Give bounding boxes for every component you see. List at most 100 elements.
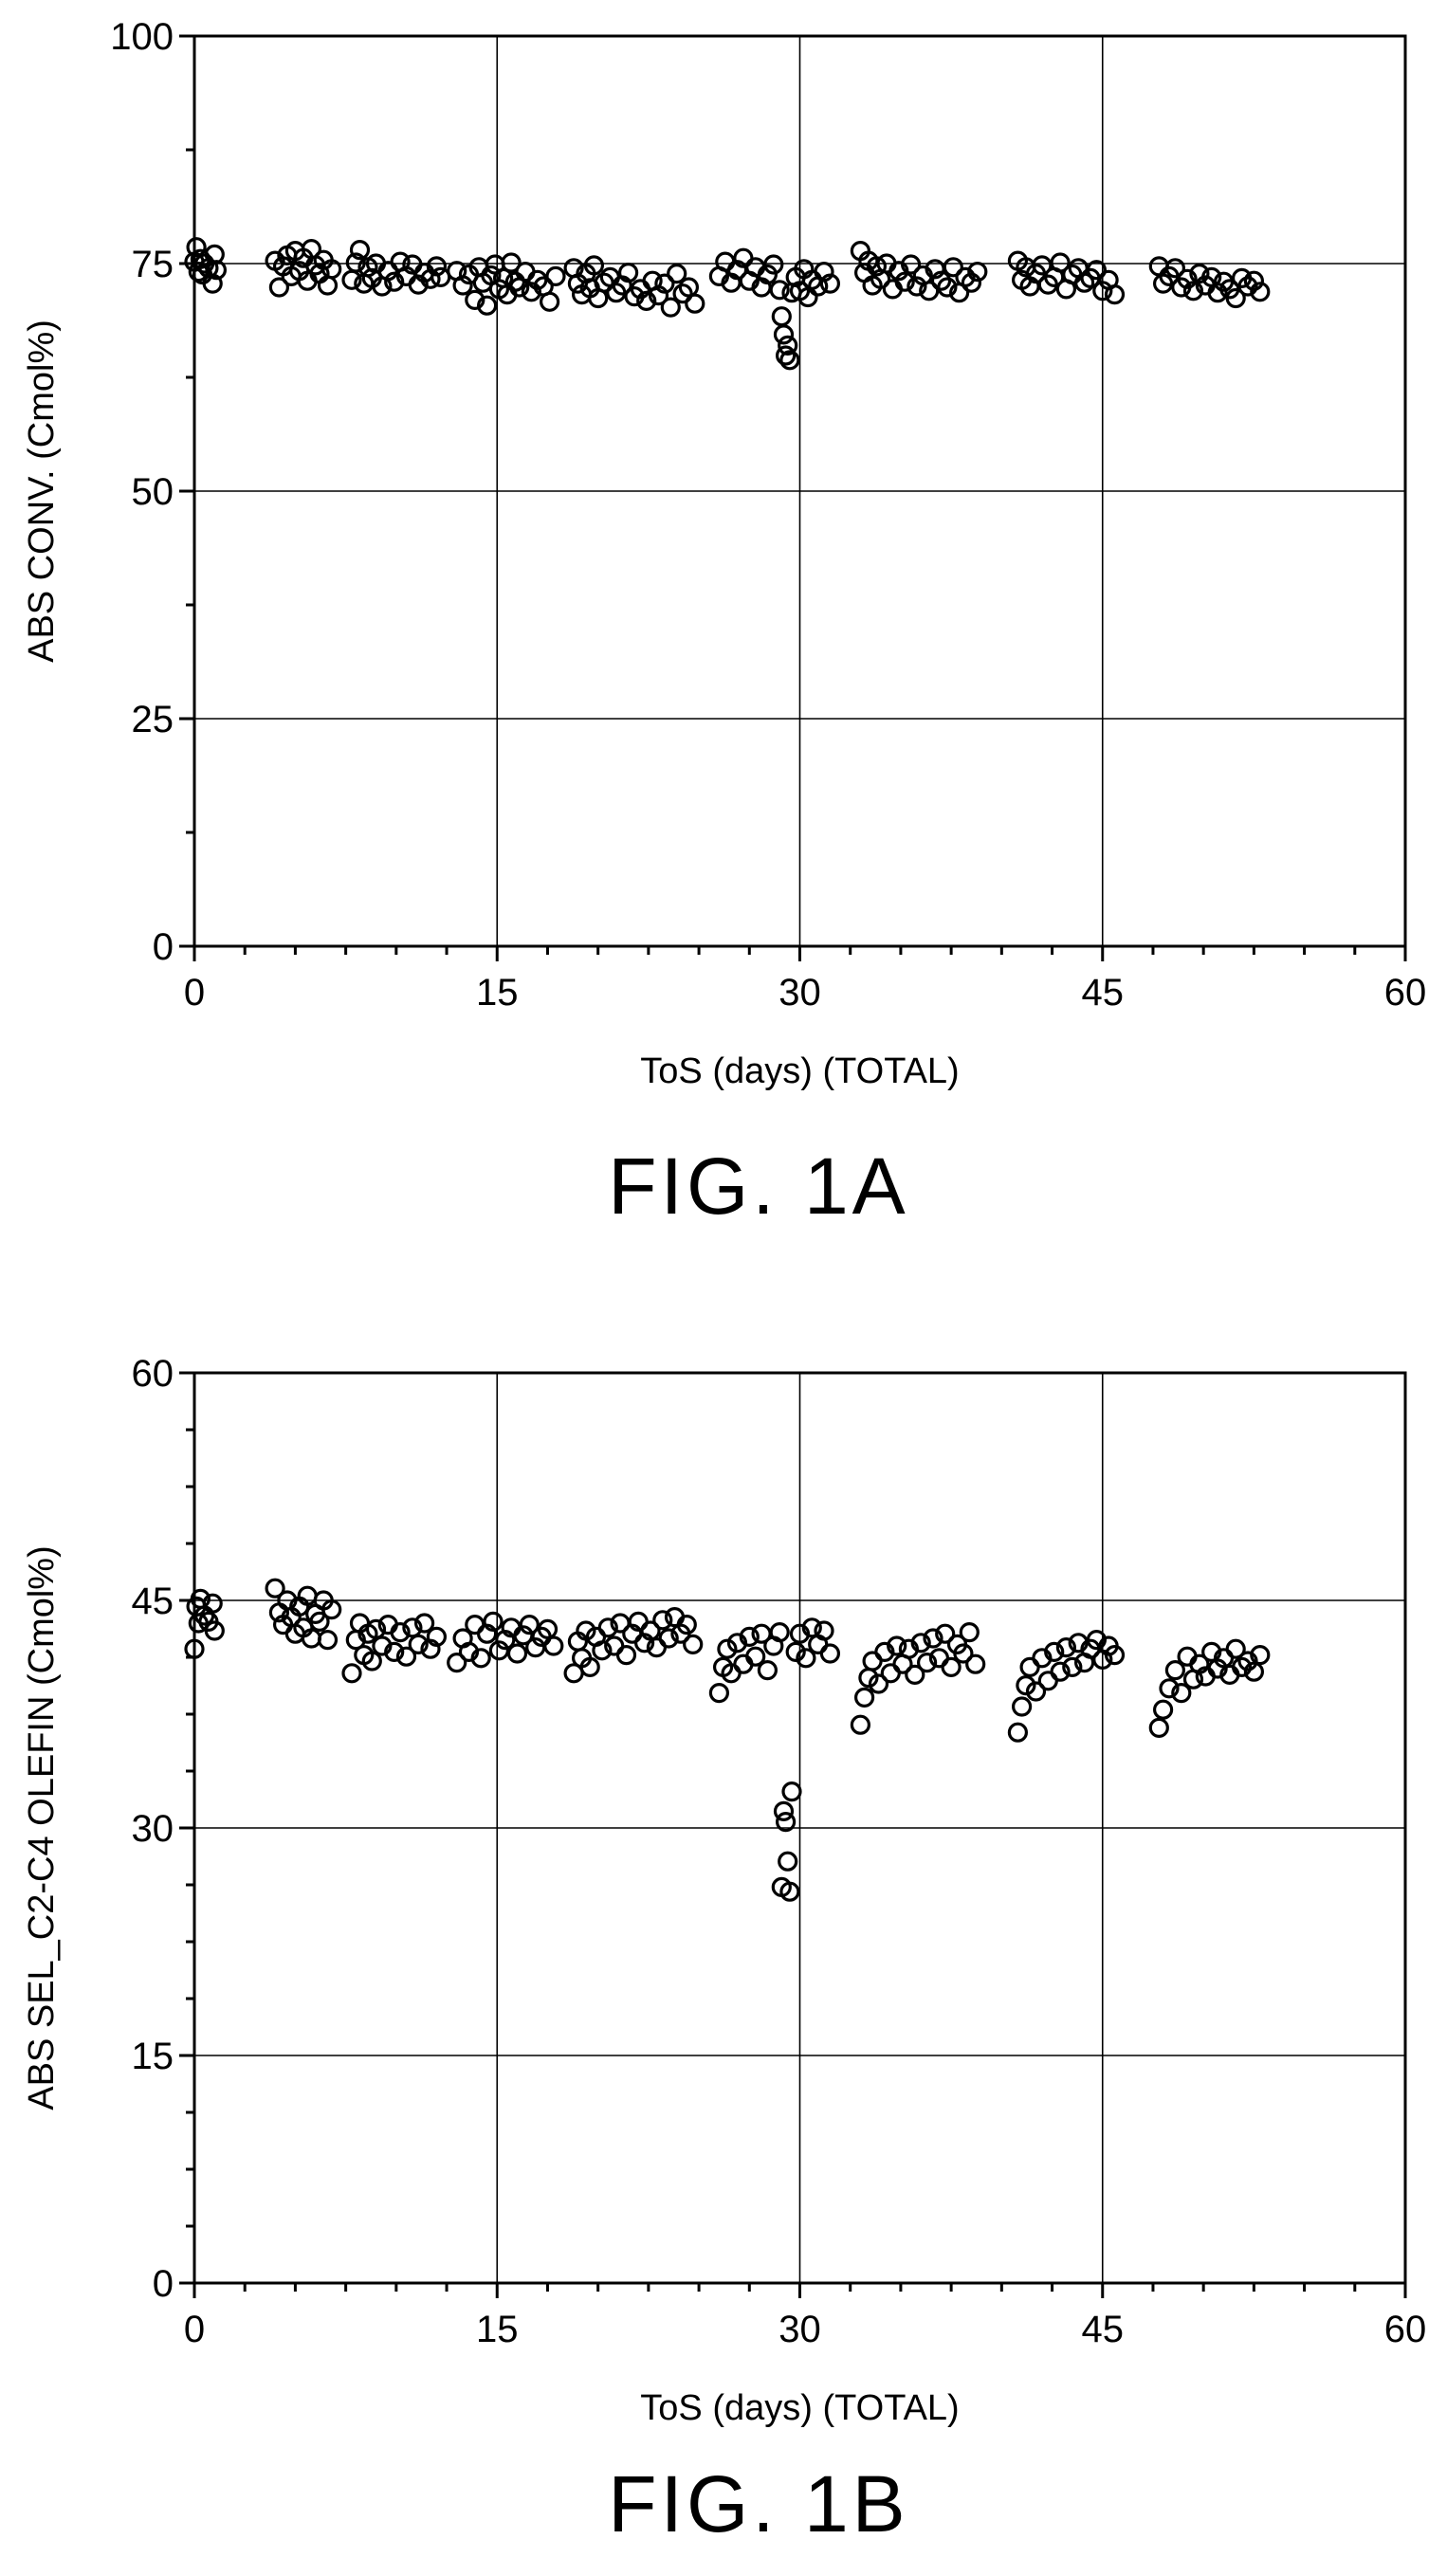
data-point [1225, 287, 1246, 309]
data-point [685, 293, 705, 314]
x-tick-label: 45 [1082, 972, 1125, 1014]
data-point [930, 270, 952, 291]
chart-1a: 0 15 30 45 60 0 25 50 75 100 ToS (days) (TOTAL) A… [22, 16, 1427, 1231]
data-point [465, 1615, 485, 1635]
data-point [814, 1620, 834, 1641]
data-point [967, 262, 988, 283]
y-tick-label: 75 [132, 244, 174, 285]
data-point [204, 1620, 225, 1641]
data-point [1177, 268, 1198, 289]
data-point [785, 1641, 806, 1662]
y-tick-label: 45 [132, 1580, 174, 1622]
data-point [430, 266, 451, 287]
data-point [862, 1651, 883, 1672]
data-point [652, 1610, 673, 1631]
data-point [683, 1634, 704, 1654]
data-point [771, 306, 792, 327]
data-point [390, 1622, 411, 1643]
x-tick-label: 15 [476, 972, 519, 1014]
x-tick-label: 0 [184, 972, 205, 1014]
data-point [1032, 255, 1053, 276]
data-point [916, 1653, 938, 1673]
data-point [615, 1645, 637, 1666]
data-point [769, 1622, 790, 1643]
data-point [941, 1656, 962, 1677]
data-point [268, 277, 289, 298]
data-point [676, 1615, 697, 1635]
data-point [349, 240, 371, 261]
x-tick-label: 60 [1384, 972, 1427, 1014]
data-point [819, 1643, 841, 1664]
data-point [321, 1599, 342, 1620]
data-point [452, 275, 473, 296]
chart-1b: 0 15 30 45 60 0 15 30 45 60 ToS (days) (TOTAL) AB… [22, 1353, 1427, 2549]
data-point [667, 264, 687, 284]
data-point [955, 266, 976, 287]
data-point [775, 345, 797, 366]
data-point [414, 1613, 435, 1634]
data-point [1182, 281, 1204, 301]
data-point [1016, 1675, 1036, 1696]
data-point [1225, 1638, 1246, 1659]
data-point [186, 237, 207, 258]
data-point [1086, 260, 1108, 281]
data-point [850, 1714, 871, 1735]
data-point [658, 1628, 679, 1649]
y-tick-label: 60 [132, 1353, 174, 1395]
data-point [470, 1648, 491, 1669]
data-point [465, 289, 485, 310]
figure-1a: 0 15 30 45 60 0 25 50 75 100 ToS (days) (TOTAL) A… [0, 0, 1447, 1261]
data-point [519, 1615, 540, 1635]
data-point [726, 260, 748, 281]
data-point [1044, 1641, 1065, 1662]
data-point [715, 251, 736, 272]
data-point [959, 1622, 980, 1643]
data-point [880, 1663, 901, 1684]
data-point [739, 1626, 760, 1647]
data-point [317, 1630, 339, 1651]
y-axis-title: ABS CONV. (Cmol%) [22, 320, 62, 663]
x-tick-label: 60 [1384, 2309, 1427, 2350]
data-point [202, 273, 223, 294]
data-point [773, 1800, 795, 1822]
data-point [1148, 256, 1169, 277]
data-point [779, 1881, 800, 1902]
data-point [1007, 1722, 1029, 1743]
data-point [426, 1626, 447, 1647]
data-point [426, 256, 447, 277]
data-point [1062, 1656, 1083, 1677]
data-point [757, 1660, 778, 1681]
data-point [1243, 270, 1265, 291]
data-point [779, 350, 800, 371]
x-tick-label: 30 [778, 972, 821, 1014]
data-point [778, 1851, 798, 1872]
data-point [866, 256, 888, 277]
figure-label: FIG. 1B [608, 2459, 908, 2549]
x-axis-title: ToS (days) (TOTAL) [640, 1051, 959, 1091]
data-point [515, 262, 536, 283]
data-point [773, 324, 795, 345]
data-point [501, 252, 522, 273]
data-point [408, 274, 429, 295]
data-point [769, 280, 790, 301]
data-point [796, 1648, 816, 1669]
data-point [961, 272, 982, 293]
data-point [1231, 1656, 1253, 1677]
data-point [1092, 281, 1113, 301]
data-point [853, 1687, 875, 1708]
data-point [717, 1638, 738, 1659]
x-tick-label: 15 [476, 2309, 519, 2350]
data-point [483, 1611, 504, 1632]
x-tick-label: 45 [1082, 2309, 1125, 2350]
x-tick-label: 30 [778, 2309, 821, 2350]
data-point [458, 1641, 480, 1662]
x-tick-label: 0 [184, 2309, 205, 2350]
data-point [1104, 284, 1126, 305]
data-point [1164, 1660, 1186, 1681]
data-point [937, 277, 958, 298]
data-point [1250, 1645, 1271, 1666]
data-point [814, 262, 834, 283]
data-point [907, 276, 927, 297]
figure-1b: 0 15 30 45 60 0 15 30 45 60 ToS (days) (TOTAL) AB… [0, 1261, 1447, 2576]
data-point [1050, 252, 1071, 273]
